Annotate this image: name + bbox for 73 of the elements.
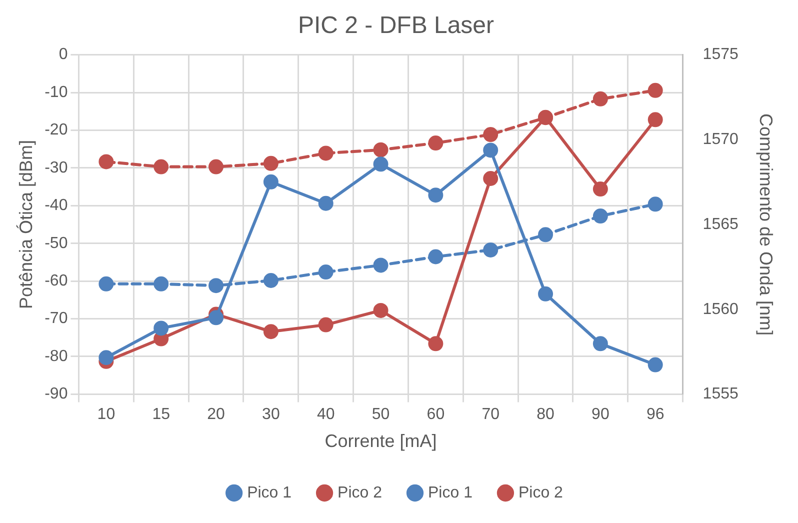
point [373, 302, 388, 318]
x-tick-label: 60 [426, 406, 445, 424]
x-tick-label: 20 [207, 406, 226, 424]
y-tick-label: -90 [44, 386, 68, 403]
legend-label: Pico 1 [428, 484, 473, 502]
y-tick-label: -30 [44, 159, 68, 176]
point [648, 112, 663, 128]
x-tick-label: 50 [372, 406, 390, 424]
chart-title: PIC 2 - DFB Laser [298, 12, 494, 40]
x-tick-label: 40 [316, 406, 335, 424]
point [318, 196, 334, 211]
point [483, 170, 498, 186]
point [98, 276, 114, 292]
y-axis-title: Potência Ótica [dBm] [16, 140, 36, 310]
point [208, 159, 224, 174]
point [318, 146, 334, 161]
y-tick-label: -70 [44, 310, 68, 328]
x-tick-label: 96 [646, 406, 664, 424]
y2-tick-label: 1575 [702, 46, 738, 64]
point [98, 154, 114, 170]
point [98, 350, 114, 366]
y-tick-label: -10 [44, 84, 68, 101]
x-tick-label: 15 [152, 406, 170, 424]
y2-tick-label: 1565 [702, 216, 738, 233]
point [373, 142, 388, 158]
y-tick-label: -20 [44, 122, 68, 139]
point [648, 196, 663, 212]
point [318, 264, 334, 280]
x-tick-label: 80 [536, 406, 555, 424]
point [648, 357, 663, 372]
point [208, 278, 224, 294]
point [428, 336, 444, 352]
point [592, 91, 608, 106]
point [373, 156, 388, 172]
point [263, 324, 278, 340]
y2-tick-label: 1570 [702, 131, 738, 148]
point [483, 142, 498, 158]
legend-label: Pico 2 [518, 484, 564, 502]
y-tick-label: -80 [44, 348, 68, 365]
point [263, 174, 278, 190]
x-axis-title: Corrente [mA] [324, 431, 437, 452]
y-tick-label: 0 [58, 46, 68, 64]
point [592, 336, 608, 352]
y2-tick-label: 1555 [702, 386, 738, 403]
point [538, 227, 554, 242]
point [208, 310, 224, 326]
y-tick-label: -40 [44, 197, 68, 214]
point [154, 276, 169, 292]
point [318, 317, 334, 332]
point [592, 208, 608, 224]
y2-axis-title: Comprimento de Onda [nm] [756, 113, 776, 336]
point [263, 273, 278, 288]
point [592, 182, 608, 197]
point [154, 320, 169, 336]
point [373, 258, 388, 273]
point [428, 188, 444, 203]
y-tick-label: -60 [44, 272, 68, 290]
y2-tick-label: 1560 [702, 300, 738, 318]
x-tick-label: 30 [262, 406, 280, 424]
point [154, 159, 169, 174]
point [263, 156, 278, 171]
point [648, 82, 663, 98]
x-tick-label: 70 [482, 406, 500, 424]
legend-label: Pico 2 [338, 484, 382, 502]
point [428, 249, 444, 264]
point [483, 242, 498, 258]
point [538, 286, 554, 302]
point [483, 127, 498, 142]
y-tick-label: -50 [44, 234, 68, 252]
point [428, 136, 444, 151]
legend-label: Pico 1 [247, 484, 292, 502]
x-tick-label: 90 [592, 406, 610, 424]
x-tick-label: 10 [97, 406, 116, 424]
